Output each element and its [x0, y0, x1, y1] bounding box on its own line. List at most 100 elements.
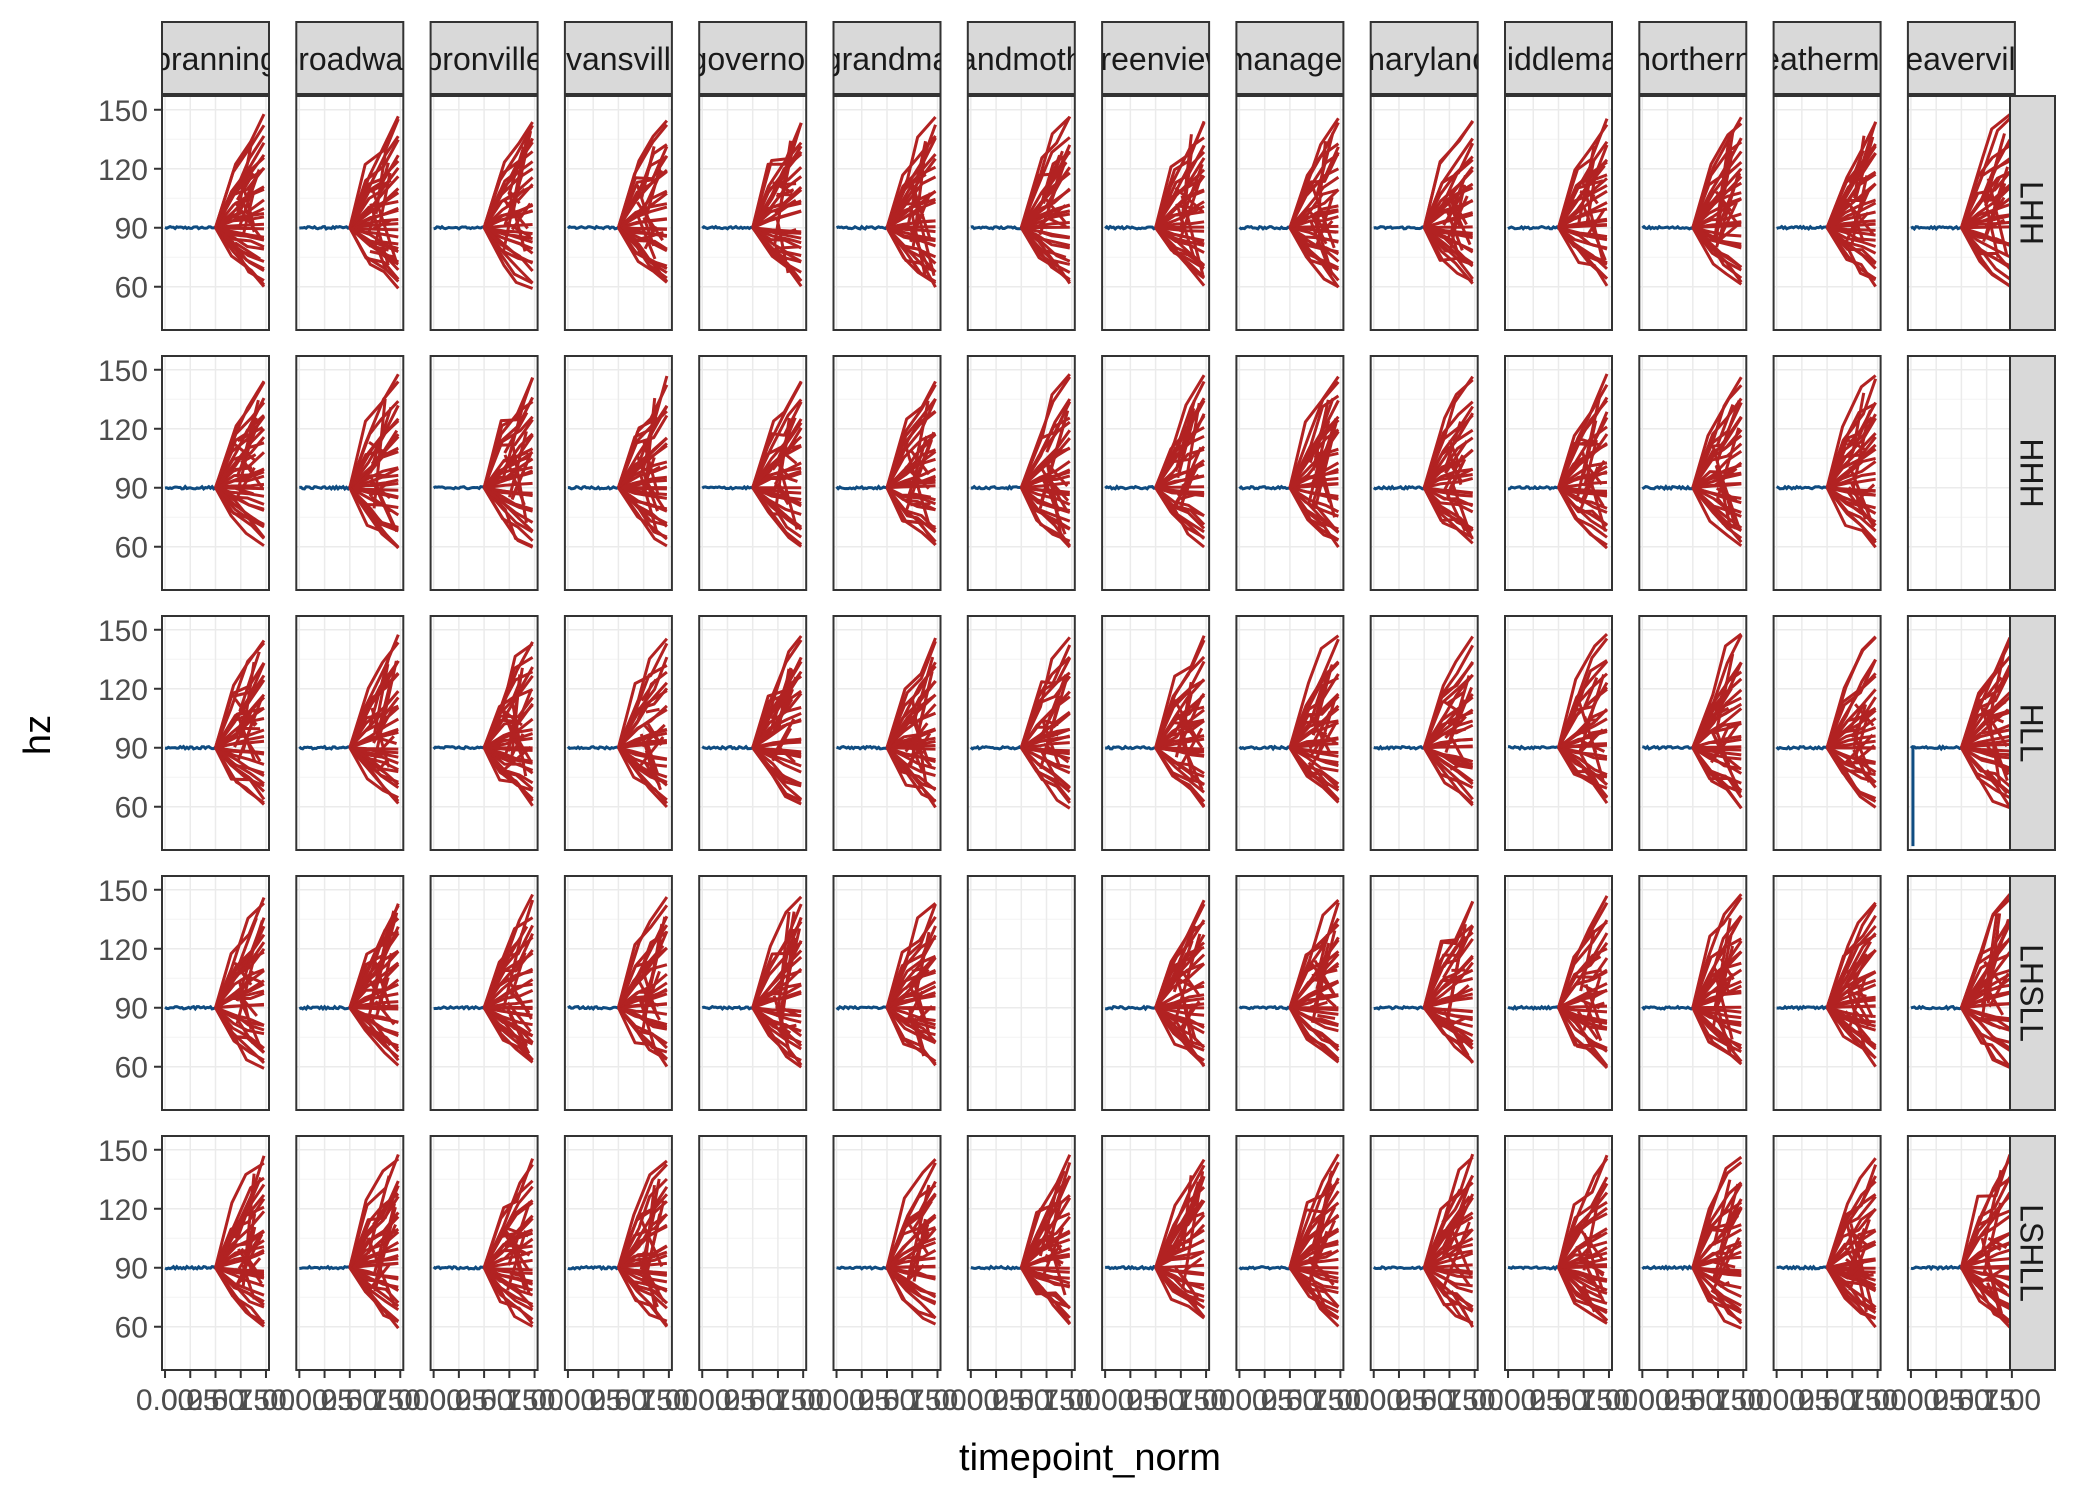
contour-link — [1174, 238, 1194, 257]
contour-link — [374, 735, 398, 745]
contour-series — [1960, 226, 2011, 269]
contour-link — [506, 1008, 529, 1047]
contour-series — [751, 122, 803, 229]
contour-series — [483, 989, 534, 1010]
contour-link — [770, 677, 800, 720]
contour-link — [1852, 704, 1868, 746]
baseline-series — [1776, 1264, 1828, 1271]
baseline-series — [835, 224, 889, 231]
contour-series — [886, 727, 936, 749]
contour-series — [1557, 746, 1608, 779]
contour-series — [1691, 915, 1743, 1009]
x-tick-label: 0.25 — [698, 1384, 756, 1417]
contour-link — [372, 1206, 397, 1290]
baseline-series — [433, 224, 485, 231]
contour-series — [1557, 1240, 1608, 1270]
contour-link — [773, 718, 796, 755]
contour-series — [1960, 1006, 2011, 1068]
contour-link — [1716, 427, 1741, 500]
contour-link — [641, 916, 667, 1018]
contour-series — [348, 1157, 400, 1269]
facet-panel — [698, 615, 808, 851]
contour-series — [349, 222, 399, 230]
baseline-series — [299, 224, 351, 231]
baseline-series — [701, 1004, 754, 1012]
contour-series — [617, 226, 668, 284]
contour-link — [1310, 1261, 1331, 1278]
contour-link — [770, 667, 793, 728]
contour-link — [911, 183, 932, 241]
x-tick-label: 0.75 — [346, 1384, 404, 1417]
contour-series — [752, 486, 802, 505]
contour-link — [643, 167, 662, 221]
y-tick-label: 60 — [115, 792, 148, 825]
facet-strip-label: middleman — [1480, 41, 1637, 77]
contour-link — [1449, 686, 1474, 740]
contour-link — [1313, 418, 1338, 489]
facet-panel — [1906, 615, 2016, 851]
baseline-series — [1507, 224, 1560, 231]
contour-series — [1691, 226, 1743, 272]
contour-link — [510, 991, 531, 1014]
y-tick-label: 90 — [115, 993, 148, 1026]
contour-link — [1853, 135, 1866, 199]
contour-link — [235, 466, 256, 500]
contour-series — [1692, 746, 1742, 771]
contour-series — [349, 746, 399, 751]
baseline-series — [701, 224, 754, 231]
contour-link — [1309, 1275, 1329, 1313]
contour-series — [1960, 1248, 2011, 1270]
contour-series — [1020, 710, 1071, 749]
contour-link — [1715, 171, 1741, 248]
contour-link — [1311, 665, 1333, 736]
contour-series — [1154, 226, 1205, 270]
contour-link — [906, 435, 929, 501]
contour-link — [238, 248, 258, 260]
contour-series — [1289, 1006, 1339, 1028]
contour-series — [1557, 201, 1608, 229]
contour-series — [1558, 486, 1608, 498]
contour-series — [617, 1266, 669, 1327]
contour-series — [1020, 746, 1071, 802]
contour-link — [1853, 710, 1871, 759]
x-tick-label: 1.00 — [640, 1384, 698, 1417]
contour-series — [1557, 226, 1609, 287]
contour-series — [885, 1266, 937, 1320]
contour-link — [910, 715, 930, 762]
contour-series — [1422, 378, 1474, 489]
facet-strip-label: branning — [153, 41, 278, 77]
contour-series — [617, 155, 668, 229]
panel-border — [1101, 875, 1211, 1111]
contour-series — [1558, 746, 1608, 759]
contour-series — [1154, 639, 1206, 749]
baseline-series — [835, 484, 888, 491]
contour-series — [1557, 1227, 1608, 1269]
contour-series — [1825, 1164, 1878, 1269]
contour-link — [241, 399, 260, 463]
contour-series — [1423, 954, 1474, 1009]
contour-series — [1557, 1154, 1609, 1269]
facet-panel — [698, 1135, 808, 1371]
contour-link — [1313, 443, 1337, 518]
y-tick-label: 150 — [98, 875, 148, 908]
contour-series — [751, 226, 802, 263]
contour-link — [234, 1233, 264, 1289]
x-tick-label: 0.50 — [1798, 1384, 1856, 1417]
contour-series — [1557, 461, 1608, 489]
y-axis-label: hz — [17, 715, 59, 755]
y-tick-label: 90 — [115, 733, 148, 766]
contour-series — [1019, 644, 1072, 749]
facet-panel — [295, 1135, 405, 1371]
facet-strip-col — [1772, 21, 1882, 95]
contour-link — [637, 231, 664, 242]
contour-link — [370, 439, 396, 465]
facet-strip-row — [2009, 95, 2056, 331]
contour-series — [1154, 1158, 1206, 1269]
facet-panel — [563, 875, 673, 1111]
contour-link — [507, 146, 526, 195]
x-tick-label: 0.25 — [967, 1384, 1025, 1417]
contour-series — [482, 121, 534, 229]
panels-layer — [161, 95, 2016, 1371]
contour-series — [1288, 899, 1340, 1009]
x-tick-label: 0.50 — [1932, 1384, 1990, 1417]
